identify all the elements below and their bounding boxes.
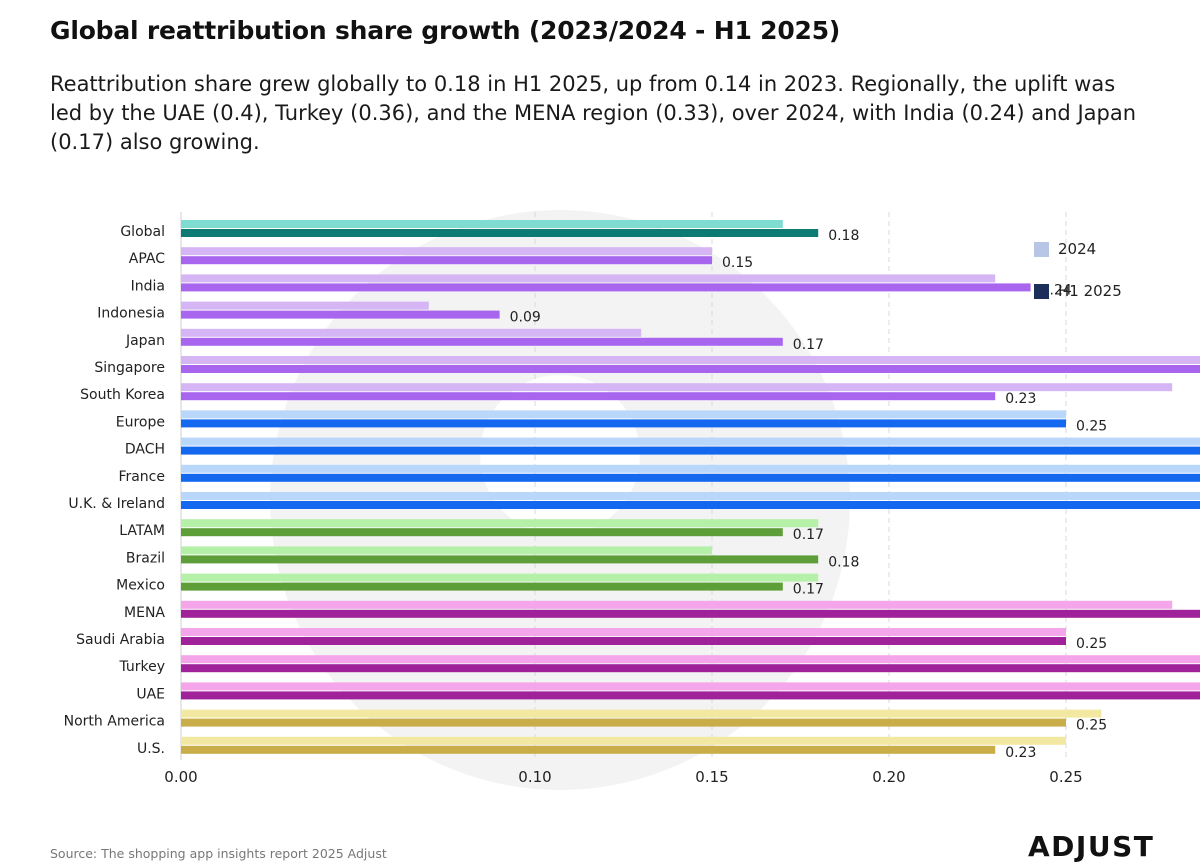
bar-h1-2025-mexico <box>181 582 783 591</box>
bar-2024-uae <box>181 682 1200 691</box>
bar-2024-france <box>181 464 1200 473</box>
bar-2024-indonesia <box>181 301 429 310</box>
category-label-japan: Japan <box>125 333 165 349</box>
bar-h1-2025-indonesia <box>181 310 500 319</box>
bar-2024-apac <box>181 247 712 256</box>
chart-subtitle: Reattribution share grew globally to 0.1… <box>50 72 1137 154</box>
data-label-u-s: 0.23 <box>1005 745 1036 761</box>
brand-logo: ADJUST <box>1028 830 1155 863</box>
legend-label-h1-2025: H1 2025 <box>1058 282 1122 300</box>
bar-2024-global <box>181 220 783 228</box>
category-label-mexico: Mexico <box>116 578 165 594</box>
bar-h1-2025-france <box>181 473 1200 482</box>
category-label-turkey: Turkey <box>118 659 165 675</box>
legend-item-h1-2025: H1 2025 <box>1034 282 1122 300</box>
category-label-dach: DACH <box>125 442 165 458</box>
x-tick-label: 0.20 <box>872 768 905 786</box>
data-label-japan: 0.17 <box>793 337 824 353</box>
chart-title: Global reattribution share growth (2023/… <box>50 16 841 45</box>
category-label-south-korea: South Korea <box>80 387 165 403</box>
category-label-mena: MENA <box>124 605 165 621</box>
category-label-singapore: Singapore <box>94 360 165 376</box>
category-label-north-america: North America <box>64 714 165 730</box>
category-label-brazil: Brazil <box>126 550 165 566</box>
data-label-latam: 0.17 <box>793 527 824 543</box>
bar-h1-2025-latam <box>181 528 783 537</box>
bar-2024-u-s <box>181 736 1066 745</box>
category-label-latam: LATAM <box>119 523 165 539</box>
bar-h1-2025-india <box>181 283 1031 292</box>
category-label-u-s: U.S. <box>137 741 165 757</box>
data-label-north-america: 0.25 <box>1076 718 1107 734</box>
bar-2024-mexico <box>181 573 819 582</box>
bar-h1-2025-south-korea <box>181 392 996 401</box>
legend-swatch-h1-2025 <box>1034 283 1049 299</box>
bar-2024-dach <box>181 437 1200 446</box>
x-tick-label: 0.15 <box>695 768 728 786</box>
bar-2024-latam <box>181 519 819 528</box>
bar-h1-2025-global <box>181 229 819 237</box>
category-label-europe: Europe <box>116 414 165 430</box>
data-label-brazil: 0.18 <box>828 554 859 570</box>
bar-2024-south-korea <box>181 383 1173 392</box>
source-note: Source: The shopping app insights report… <box>50 846 387 861</box>
bar-h1-2025-brazil <box>181 555 819 564</box>
legend-item-2024: 2024 <box>1034 240 1096 258</box>
category-label-france: France <box>118 469 165 485</box>
legend-label-2024: 2024 <box>1058 240 1097 258</box>
bar-h1-2025-europe <box>181 419 1066 428</box>
bar-2024-brazil <box>181 546 712 555</box>
bar-h1-2025-japan <box>181 337 783 346</box>
bar-2024-singapore <box>181 356 1200 364</box>
bar-h1-2025-u-s <box>181 745 996 754</box>
bar-2024-saudi-arabia <box>181 628 1066 636</box>
data-label-global: 0.18 <box>828 228 859 244</box>
bar-h1-2025-u-k-ireland <box>181 501 1200 509</box>
bar-h1-2025-saudi-arabia <box>181 637 1066 645</box>
bar-h1-2025-apac <box>181 256 712 265</box>
x-tick-label: 0.25 <box>1049 768 1082 786</box>
category-label-uae: UAE <box>136 686 165 702</box>
bar-2024-north-america <box>181 709 1102 718</box>
x-tick-label: 0.10 <box>518 768 551 786</box>
labels: 0.000.100.150.200.250.300.350.400.45Glob… <box>64 224 1108 786</box>
legend-swatch-2024 <box>1034 241 1049 257</box>
category-label-indonesia: Indonesia <box>97 306 165 322</box>
category-label-u-k-ireland: U.K. & Ireland <box>68 496 165 512</box>
bars <box>181 220 1200 754</box>
bar-2024-mena <box>181 600 1173 609</box>
bar-h1-2025-turkey <box>181 664 1200 673</box>
bar-h1-2025-singapore <box>181 365 1200 373</box>
bar-h1-2025-north-america <box>181 718 1066 727</box>
data-label-indonesia: 0.09 <box>510 310 541 326</box>
bar-2024-india <box>181 274 996 283</box>
bar-2024-u-k-ireland <box>181 492 1200 500</box>
category-label-india: India <box>131 278 165 294</box>
data-label-europe: 0.25 <box>1076 418 1107 434</box>
bar-h1-2025-dach <box>181 446 1200 455</box>
bar-2024-japan <box>181 328 642 337</box>
bar-h1-2025-mena <box>181 609 1200 618</box>
category-label-global: Global <box>120 224 165 240</box>
category-label-saudi-arabia: Saudi Arabia <box>76 632 165 648</box>
data-label-south-korea: 0.23 <box>1005 391 1036 407</box>
data-label-apac: 0.15 <box>722 255 753 271</box>
data-label-saudi-arabia: 0.25 <box>1076 636 1107 652</box>
bar-h1-2025-uae <box>181 691 1200 700</box>
bar-2024-turkey <box>181 655 1200 664</box>
bar-2024-europe <box>181 410 1066 419</box>
data-label-mexico: 0.17 <box>793 582 824 598</box>
category-label-apac: APAC <box>129 251 165 267</box>
x-tick-label: 0.00 <box>164 768 197 786</box>
